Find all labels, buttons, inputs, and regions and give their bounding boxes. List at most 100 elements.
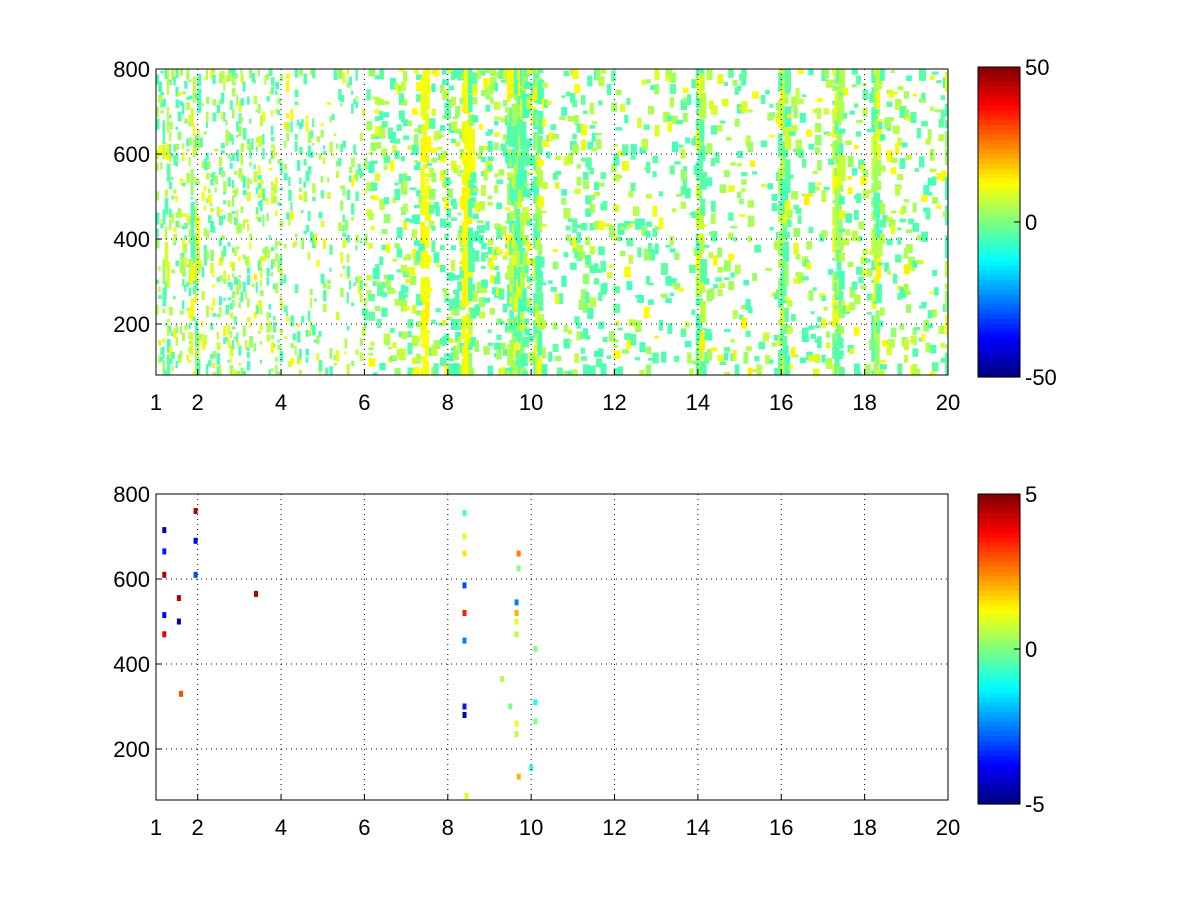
heatmap-cell bbox=[294, 69, 299, 78]
heatmap-cell bbox=[526, 172, 534, 175]
heatmap-cell bbox=[914, 326, 921, 331]
heatmap-cell bbox=[717, 266, 724, 273]
heatmap-cell bbox=[843, 88, 849, 96]
heatmap-cell bbox=[875, 143, 881, 159]
heatmap-cell bbox=[739, 314, 744, 320]
heatmap-cell bbox=[602, 200, 608, 211]
heatmap-cell bbox=[390, 132, 397, 144]
heatmap-cell bbox=[507, 172, 513, 181]
heatmap-cell bbox=[715, 277, 722, 282]
heatmap-cell bbox=[821, 190, 827, 203]
colorbar-swatch bbox=[978, 537, 1020, 544]
heatmap-cell bbox=[383, 333, 391, 345]
heatmap-cell bbox=[186, 69, 190, 80]
heatmap-cell bbox=[494, 120, 499, 126]
heatmap-cell bbox=[537, 79, 544, 105]
heatmap-cell bbox=[182, 238, 185, 251]
heatmap-cell bbox=[264, 198, 269, 202]
heatmap-cell bbox=[613, 368, 621, 375]
heatmap-cell bbox=[192, 316, 196, 321]
heatmap-cell bbox=[760, 184, 767, 187]
colorbar-swatch bbox=[978, 314, 1020, 320]
heatmap-cell bbox=[440, 245, 445, 251]
heatmap-cell bbox=[476, 220, 484, 224]
heatmap-cell bbox=[526, 188, 531, 199]
heatmap-cell bbox=[316, 335, 320, 344]
heatmap-cell bbox=[212, 312, 217, 317]
heatmap-cell bbox=[403, 119, 408, 127]
heatmap-cell bbox=[583, 110, 588, 115]
heatmap-cell bbox=[867, 268, 873, 277]
heatmap-cell bbox=[197, 288, 200, 292]
colorbar-swatch bbox=[978, 125, 1020, 131]
heatmap-cell bbox=[227, 323, 230, 334]
heatmap-cell bbox=[257, 69, 260, 77]
heatmap-cell bbox=[270, 136, 275, 142]
heatmap-cell bbox=[266, 276, 269, 286]
heatmap-cell bbox=[156, 218, 160, 225]
heatmap-cell bbox=[804, 276, 809, 280]
heatmap-cell bbox=[424, 136, 432, 153]
heatmap-cell bbox=[433, 363, 439, 375]
heatmap-cell bbox=[613, 350, 621, 359]
heatmap-cell bbox=[275, 210, 278, 216]
heatmap-cell bbox=[567, 115, 575, 122]
heatmap-cell bbox=[680, 149, 686, 159]
heatmap-cell bbox=[294, 240, 298, 247]
heatmap-cell bbox=[897, 174, 904, 181]
heatmap-cell bbox=[366, 289, 372, 296]
heatmap-cell bbox=[160, 70, 164, 74]
heatmap-cell bbox=[463, 347, 468, 375]
heatmap-cell bbox=[487, 342, 493, 346]
heatmap-cell bbox=[227, 69, 232, 78]
heatmap-cell bbox=[585, 208, 591, 217]
heatmap-point bbox=[462, 510, 467, 517]
heatmap-cell bbox=[182, 143, 185, 150]
heatmap-cell bbox=[424, 227, 430, 248]
heatmap-cell bbox=[895, 184, 902, 188]
colorbar-swatch bbox=[978, 270, 1020, 276]
heatmap-cell bbox=[431, 157, 438, 163]
colorbar-swatch bbox=[978, 687, 1020, 694]
heatmap-cell bbox=[498, 169, 505, 176]
heatmap-point bbox=[462, 610, 467, 616]
heatmap-cell bbox=[351, 217, 355, 221]
colorbar-swatch bbox=[978, 280, 1020, 286]
heatmap-cell bbox=[372, 195, 378, 201]
heatmap-cell bbox=[552, 343, 559, 352]
heatmap-cell bbox=[188, 259, 193, 269]
heatmap-cell bbox=[446, 208, 452, 218]
heatmap-cell bbox=[570, 93, 576, 104]
heatmap-cell bbox=[366, 121, 373, 131]
heatmap-cell bbox=[637, 117, 642, 128]
heatmap-cell bbox=[945, 103, 948, 117]
heatmap-cell bbox=[283, 336, 287, 340]
heatmap-cell bbox=[483, 145, 491, 150]
heatmap-cell bbox=[535, 69, 540, 74]
heatmap-cell bbox=[622, 160, 629, 171]
heatmap-cell bbox=[481, 265, 486, 270]
y-tick-label: 400 bbox=[113, 652, 150, 677]
heatmap-cell bbox=[450, 198, 457, 207]
heatmap-cell bbox=[208, 194, 212, 204]
heatmap-cell bbox=[327, 285, 331, 290]
heatmap-cell bbox=[565, 91, 571, 97]
heatmap-cell bbox=[210, 173, 214, 178]
heatmap-cell bbox=[290, 211, 294, 220]
heatmap-cell bbox=[606, 355, 612, 359]
heatmap-cell bbox=[487, 156, 494, 161]
heatmap-cell bbox=[385, 243, 391, 254]
heatmap-cell bbox=[262, 214, 265, 227]
heatmap-cell bbox=[370, 182, 378, 191]
heatmap-cell bbox=[845, 229, 851, 236]
heatmap-cell bbox=[921, 92, 926, 100]
colorbar-swatch bbox=[978, 760, 1020, 766]
heatmap-cell bbox=[875, 237, 880, 242]
heatmap-cell bbox=[368, 293, 375, 302]
heatmap-cell bbox=[238, 362, 241, 366]
heatmap-cell bbox=[470, 247, 475, 260]
heatmap-cell bbox=[348, 76, 352, 86]
heatmap-cell bbox=[197, 129, 200, 151]
heatmap-cell bbox=[502, 134, 509, 140]
heatmap-cell bbox=[227, 153, 231, 158]
